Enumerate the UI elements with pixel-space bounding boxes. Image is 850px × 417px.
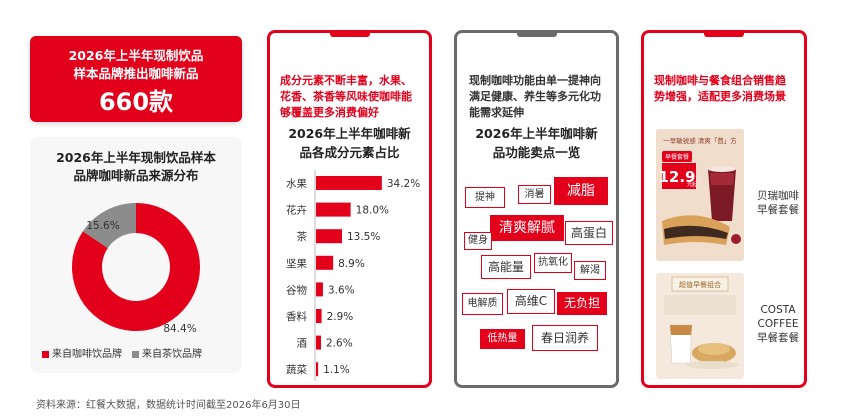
banner-count: 660款	[98, 88, 174, 116]
product2-brand-line2: COFFEE	[757, 318, 799, 330]
bar-category-tea: 茶	[297, 230, 308, 243]
legend-item-coffee: 来自咖啡饮品牌	[42, 345, 122, 360]
ingredient-headline: 成分元素不断丰富，水果、花香、茶香等风味使咖啡能够覆盖更多消费偏好	[280, 74, 412, 119]
source-chart-title-line2: 品牌咖啡新品来源分布	[73, 168, 199, 183]
ingredient-bar-chart: 水果 34.2% 花卉 18.0% 茶 13.5% 坚果 8.9% 谷物 3.6% 香料 2.9% 酒 2…	[286, 170, 420, 381]
bar-value-flower: 18.0%	[356, 205, 389, 217]
tag-antioxidant: 抗氧化	[534, 253, 572, 273]
tag-guilt-free: 无负担	[557, 292, 607, 315]
legend-item-tea: 来自茶饮品牌	[132, 345, 202, 360]
legend-label: 来自咖啡饮品牌	[52, 349, 122, 360]
product2-brand: COSTA COFFEE 早餐套餐	[749, 303, 807, 345]
tag-low-calorie: 低热量	[480, 329, 525, 349]
product2-brand-line3: 早餐套餐	[757, 332, 799, 344]
bar-category-spice: 香料	[286, 310, 307, 323]
bar-category-liquor: 酒	[297, 337, 308, 350]
bar-vegetable	[316, 362, 319, 377]
bar-value-spice: 2.9%	[327, 311, 354, 323]
tag-cooling: 消暑	[518, 185, 551, 204]
tag-vitamin-c: 高维C	[507, 289, 555, 314]
product1-price-unit: 元起	[687, 182, 697, 188]
donut-slice-tea	[82, 203, 136, 249]
tag-high-protein: 高蛋白	[565, 221, 613, 245]
product2-photo-label: 超值早餐组合	[679, 280, 721, 289]
donut-slice-coffee	[72, 203, 200, 331]
ingredient-chart-title-line2: 品各成分元素占比	[299, 145, 400, 160]
source-note: 资料来源：红餐大数据，数据统计时间截至2026年6月30日	[36, 400, 301, 411]
donut-legend: 来自咖啡饮品牌 来自茶饮品牌	[42, 345, 212, 360]
tag-spring-nourish: 春日润养	[532, 325, 598, 351]
frame-tab	[516, 30, 557, 37]
function-title-line1: 2026年上半年咖啡新	[475, 126, 598, 141]
donut-label-tea: 15.6%	[86, 220, 119, 232]
product1-photo-label: 早餐套餐	[665, 153, 689, 161]
product1-brand-line1: 贝瑞咖啡	[757, 190, 799, 202]
product1-brand: 贝瑞咖啡 早餐套餐	[749, 189, 807, 217]
count-banner: 2026年上半年现制饮品 样本品牌推出咖啡新品 660款	[30, 36, 242, 122]
ingredient-chart-title: 2026年上半年咖啡新 品各成分元素占比	[270, 124, 429, 162]
tag-fat-loss: 减脂	[554, 177, 608, 205]
legend-swatch	[42, 350, 49, 358]
bar-value-grain: 3.6%	[328, 284, 355, 296]
function-title: 2026年上半年咖啡新 品功能卖点一览	[457, 124, 616, 162]
tag-refreshing: 清爽解腻	[490, 215, 564, 241]
donut-label-coffee: 84.4%	[163, 323, 196, 335]
ingredient-panel: 成分元素不断丰富，水果、花香、茶香等风味使咖啡能够覆盖更多消费偏好 2026年上…	[267, 30, 432, 388]
product1-photo: 一早敏锐感 清爽「茴」方 早餐套餐 12.9 元起	[656, 129, 744, 261]
source-distribution-card: 2026年上半年现制饮品样本 品牌咖啡新品来源分布 15.6% 84.4% 来自咖…	[30, 137, 242, 373]
function-panel: 现制咖啡功能由单一提神向满足健康、养生等多元化功能需求延伸 2026年上半年咖啡…	[454, 30, 619, 388]
product1-illustration: 一早敏锐感 清爽「茴」方 早餐套餐 12.9 元起	[656, 129, 744, 261]
ingredient-chart-title-line1: 2026年上半年咖啡新	[288, 126, 411, 141]
function-headline: 现制咖啡功能由单一提神向满足健康、养生等多元化功能需求延伸	[469, 74, 601, 119]
bar-nut	[316, 255, 334, 270]
bar-category-grain: 谷物	[286, 283, 307, 296]
bar-liquor	[316, 335, 322, 350]
bar-tea	[316, 229, 342, 244]
tag-refresh: 提神	[465, 187, 505, 208]
product2-photo: 超值早餐组合	[656, 273, 744, 379]
bar-spice	[316, 309, 322, 323]
bar-flower	[316, 202, 351, 217]
bar-value-vegetable: 1.1%	[323, 364, 350, 376]
product1-price: 12.9	[658, 168, 695, 186]
combo-panel: 现制咖啡与餐食组合销售趋势增强，适配更多消费场景 一早敏锐感 清爽「茴」方 早餐…	[641, 30, 807, 388]
tag-high-energy: 高能量	[481, 255, 531, 279]
frame-tab	[329, 30, 370, 37]
bar-value-liquor: 2.6%	[326, 338, 353, 350]
product2-illustration: 超值早餐组合	[656, 273, 744, 379]
bar-value-tea: 13.5%	[347, 231, 380, 243]
bar-category-flower: 花卉	[286, 204, 307, 217]
tag-thirst: 解渴	[574, 261, 606, 280]
bar-fruit	[316, 176, 382, 190]
bar-category-fruit: 水果	[286, 178, 307, 190]
tag-electrolyte: 电解质	[462, 293, 503, 315]
function-title-line2: 品功能卖点一览	[492, 145, 581, 160]
legend-label: 来自茶饮品牌	[142, 349, 202, 360]
source-chart-title-line1: 2026年上半年现制饮品样本	[56, 150, 216, 165]
tag-fitness: 健身	[464, 232, 492, 250]
banner-line1: 2026年上半年现制饮品	[68, 48, 204, 63]
bar-category-vegetable: 蔬菜	[286, 364, 307, 376]
frame-tab	[704, 30, 744, 37]
banner-line2: 样本品牌推出咖啡新品	[73, 66, 199, 81]
bar-value-nut: 8.9%	[338, 258, 365, 270]
product2-brand-line1: COSTA	[760, 304, 796, 316]
product1-slogan: 一早敏锐感 清爽「茴」方	[663, 136, 737, 145]
donut-chart: 15.6% 84.4%	[72, 203, 200, 335]
legend-swatch	[132, 350, 139, 358]
bar-grain	[316, 282, 323, 297]
bar-value-fruit: 34.2%	[387, 178, 420, 190]
bar-category-nut: 坚果	[286, 258, 307, 270]
product1-brand-line2: 早餐套餐	[757, 204, 799, 216]
combo-headline: 现制咖啡与餐食组合销售趋势增强，适配更多消费场景	[654, 74, 786, 103]
